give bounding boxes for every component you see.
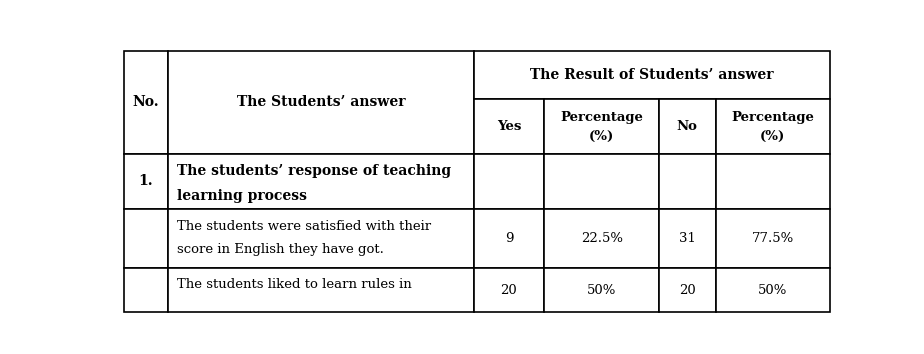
Text: 50%: 50%	[587, 284, 616, 297]
Bar	[168, 51, 474, 154]
Bar	[715, 209, 830, 268]
Bar	[715, 99, 830, 154]
Text: The Students’ answer: The Students’ answer	[237, 95, 405, 109]
Bar	[168, 209, 474, 268]
Text: No.: No.	[133, 95, 159, 109]
Text: 77.5%: 77.5%	[752, 232, 794, 245]
Bar	[474, 268, 544, 312]
Bar	[659, 268, 715, 312]
Text: The students’ response of teaching
learning process: The students’ response of teaching learn…	[176, 164, 451, 203]
Bar	[659, 154, 715, 209]
Bar	[474, 154, 544, 209]
Text: 20: 20	[679, 284, 696, 297]
Bar	[168, 268, 474, 312]
Bar	[168, 154, 474, 209]
Bar	[124, 268, 168, 312]
Bar	[474, 209, 544, 268]
Bar	[124, 209, 168, 268]
Text: 9: 9	[505, 232, 513, 245]
Bar	[659, 209, 715, 268]
Bar	[715, 154, 830, 209]
Text: Percentage
(%): Percentage (%)	[732, 110, 814, 143]
Text: 31: 31	[679, 232, 696, 245]
Bar	[715, 268, 830, 312]
Text: 22.5%: 22.5%	[580, 232, 623, 245]
Text: 50%: 50%	[759, 284, 787, 297]
Bar	[474, 51, 830, 99]
Bar	[474, 99, 544, 154]
Text: The students liked to learn rules in: The students liked to learn rules in	[176, 278, 411, 291]
Text: 1.: 1.	[139, 175, 153, 188]
Bar	[544, 154, 659, 209]
Bar	[544, 99, 659, 154]
Text: Yes: Yes	[497, 120, 521, 133]
Bar	[659, 99, 715, 154]
Text: Percentage
(%): Percentage (%)	[560, 110, 643, 143]
Bar	[544, 209, 659, 268]
Text: The students were satisfied with their
score in English they have got.: The students were satisfied with their s…	[176, 219, 431, 256]
Bar	[124, 154, 168, 209]
Text: 20: 20	[501, 284, 517, 297]
Text: The Result of Students’ answer: The Result of Students’ answer	[530, 68, 773, 82]
Bar	[124, 51, 168, 154]
Text: No: No	[676, 120, 698, 133]
Bar	[544, 268, 659, 312]
